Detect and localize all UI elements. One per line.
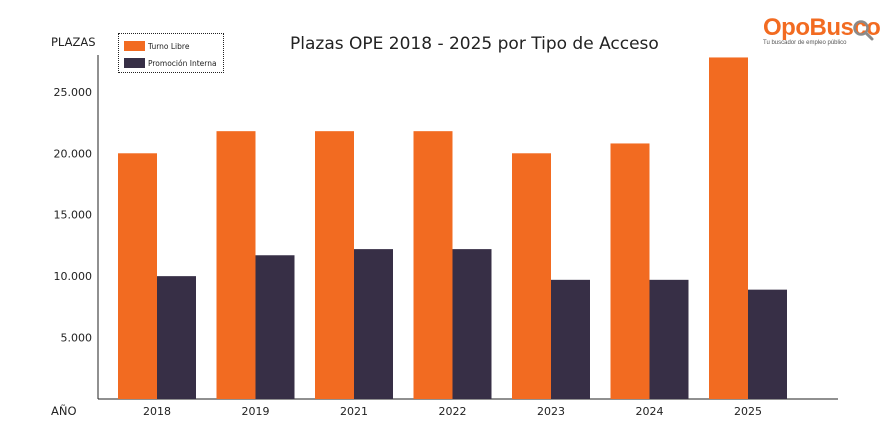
- y-tick-label: 20.000: [54, 147, 93, 160]
- bar-turno-libre-2018: [118, 153, 157, 399]
- x-tick-label: 2024: [636, 405, 664, 418]
- logo-wordmark: OpoBusco: [763, 14, 881, 41]
- bar-turno-libre-2022: [413, 131, 453, 399]
- legend-item-promocion-interna: Promoción Interna: [124, 57, 217, 69]
- x-tick-label: 2022: [439, 405, 467, 418]
- x-tick-label: 2023: [537, 405, 565, 418]
- opobusco-logo: OpoBusco Tu buscador de empleo público: [763, 14, 881, 56]
- bar-turno-libre-2024: [610, 143, 650, 399]
- chart-bars: [118, 57, 787, 399]
- legend-item-turno-libre: Turno Libre: [124, 40, 189, 52]
- bar-promocion-interna-2023: [551, 279, 590, 399]
- bar-promocion-interna-2021: [354, 249, 393, 399]
- bar-promocion-interna-2018: [157, 276, 196, 399]
- legend-swatch-promocion-interna: [124, 58, 145, 68]
- chart-legend: Turno Libre Promoción Interna: [118, 33, 224, 73]
- bar-turno-libre-2023: [512, 153, 551, 399]
- legend-label-turno-libre: Turno Libre: [148, 41, 190, 51]
- x-tick-label: 2019: [242, 405, 270, 418]
- x-tick-label: 2025: [734, 405, 762, 418]
- legend-swatch-turno-libre: [124, 41, 145, 51]
- bar-promocion-interna-2024: [649, 279, 689, 399]
- logo-tagline: Tu buscador de empleo público: [763, 40, 847, 46]
- x-tick-label: 2021: [340, 405, 368, 418]
- x-axis-label: AÑO: [51, 404, 77, 418]
- bar-turno-libre-2025: [709, 57, 748, 399]
- x-axis-ticks: 2018 2019 2021 2022 2023 2024 2025: [143, 405, 762, 418]
- bar-turno-libre-2019: [216, 131, 256, 399]
- legend-label-promocion-interna: Promoción Interna: [148, 58, 217, 68]
- chart-title: Plazas OPE 2018 - 2025 por Tipo de Acces…: [290, 34, 659, 54]
- magnifier-icon: [853, 20, 874, 41]
- x-tick-label: 2018: [143, 405, 171, 418]
- y-tick-label: 10.000: [54, 270, 93, 283]
- y-tick-label: 25.000: [54, 86, 93, 99]
- y-tick-label: 5.000: [61, 332, 93, 345]
- bar-promocion-interna-2025: [748, 289, 787, 399]
- bar-promocion-interna-2022: [452, 249, 492, 399]
- y-axis-label: PLAZAS: [51, 35, 96, 49]
- bar-promocion-interna-2019: [255, 255, 295, 399]
- y-axis-ticks: 5.000 10.000 15.000 20.000 25.000: [54, 86, 93, 345]
- bar-turno-libre-2021: [315, 131, 354, 399]
- y-tick-label: 15.000: [54, 209, 93, 222]
